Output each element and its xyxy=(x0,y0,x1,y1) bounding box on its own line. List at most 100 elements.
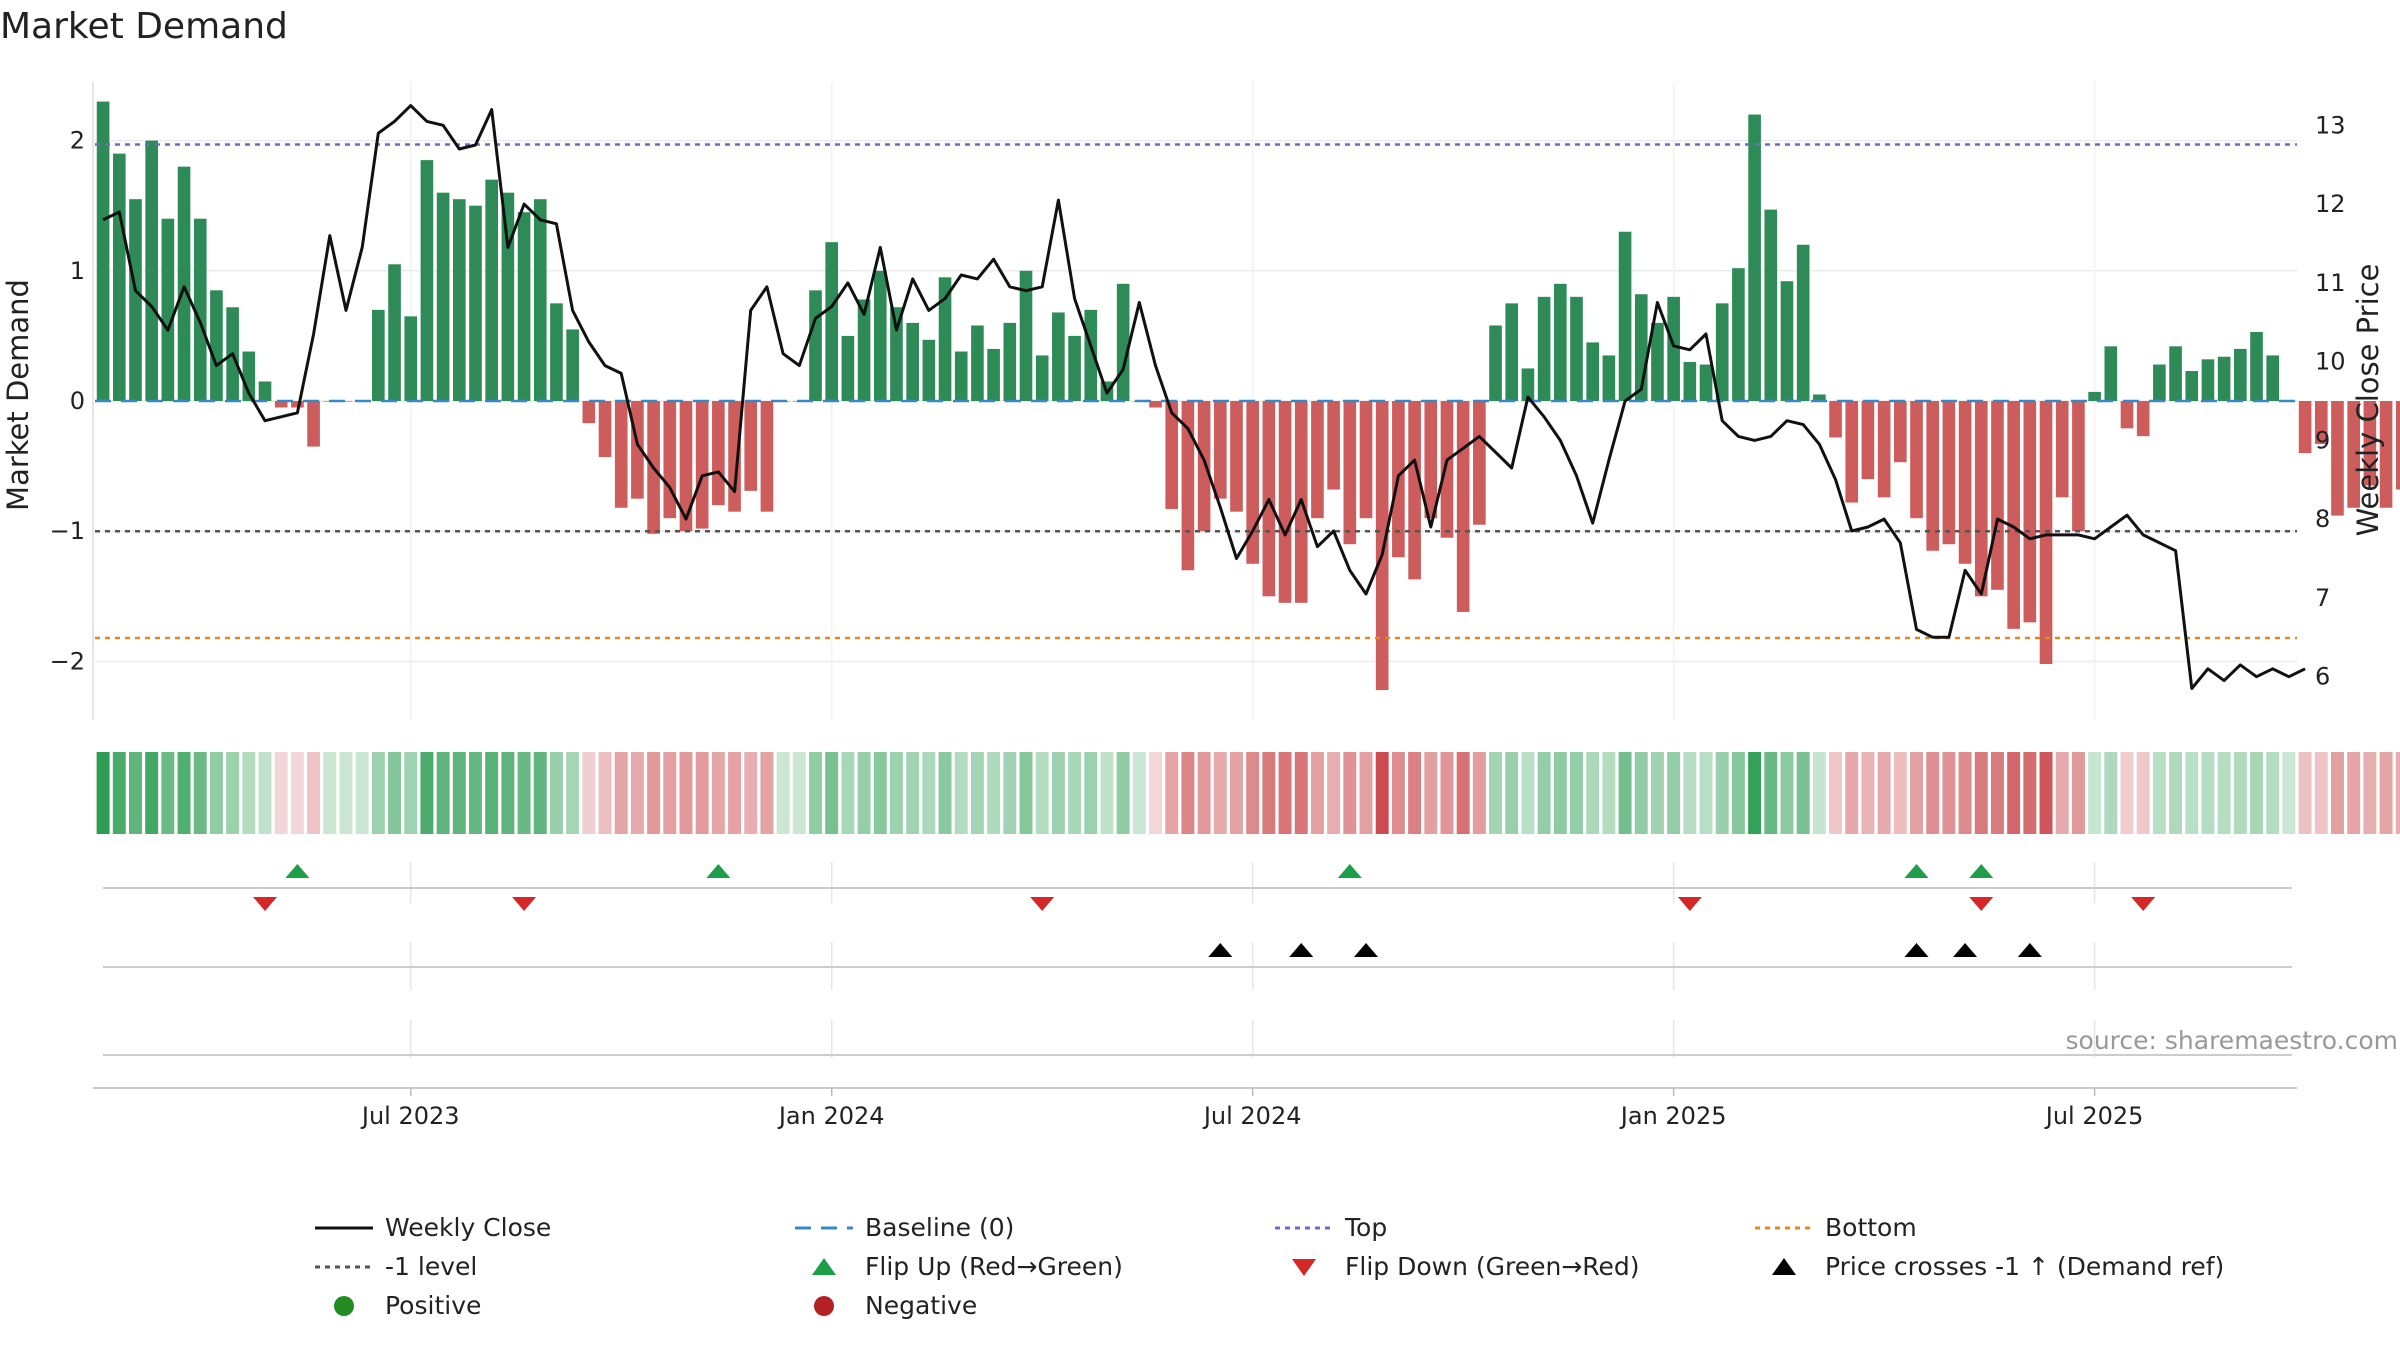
legend-item: Price crosses -1 ↑ (Demand ref) xyxy=(1772,1252,2224,1281)
demand-bar xyxy=(1359,401,1373,519)
heat-cell xyxy=(1278,752,1292,834)
heat-cell xyxy=(1764,752,1778,834)
heat-cell xyxy=(1472,752,1486,834)
demand-bar xyxy=(1602,355,1616,401)
demand-bar xyxy=(1570,296,1583,401)
heat-cell xyxy=(582,752,596,834)
flip-down-marker xyxy=(1677,897,1702,911)
demand-bar xyxy=(1327,401,1340,490)
x-axis-ticks: Jul 2023 Jan 2024 Jul 2024 Jan 2025 Jul 2025 xyxy=(360,1088,2143,1130)
demand-bar xyxy=(1149,401,1162,408)
legend-label: Bottom xyxy=(1825,1213,1917,1242)
y-tick-label: 0 xyxy=(70,387,85,415)
demand-bar xyxy=(1958,401,1972,564)
heat-cell xyxy=(1829,752,1843,834)
heat-cell xyxy=(1974,752,1988,834)
demand-bar xyxy=(550,303,563,401)
legend-swatch xyxy=(1292,1259,1316,1276)
demand-bar xyxy=(922,339,936,401)
demand-bar xyxy=(388,264,401,401)
demand-bar xyxy=(1440,401,1454,538)
demand-bar xyxy=(1473,401,1486,525)
chart-title: Market Demand xyxy=(0,6,288,47)
demand-bar xyxy=(971,325,984,401)
demand-bar xyxy=(1683,361,1697,401)
y-axis-label: Market Demand xyxy=(1,279,35,511)
heat-cell xyxy=(1731,752,1745,834)
y-tick-label: 2 xyxy=(70,127,85,155)
heat-cell xyxy=(2088,752,2102,834)
heat-cell xyxy=(1213,752,1227,834)
demand-bar xyxy=(1278,401,1292,603)
x-tick-label: Jan 2024 xyxy=(777,1102,885,1130)
heat-cell xyxy=(954,752,968,834)
heat-cell xyxy=(2007,752,2021,834)
heat-cell xyxy=(809,752,822,834)
demand-bar xyxy=(129,199,142,401)
demand-bar xyxy=(2136,401,2150,437)
heat-cell xyxy=(2217,752,2231,834)
heat-cell xyxy=(1958,752,1972,834)
demand-bar xyxy=(566,329,579,401)
demand-bar xyxy=(1796,244,1810,401)
demand-bar xyxy=(728,401,741,512)
demand-bar xyxy=(193,218,207,401)
demand-bar xyxy=(517,212,531,401)
legend-item: Flip Up (Red→Green) xyxy=(812,1252,1123,1281)
heat-cell xyxy=(647,752,661,834)
flip-down-marker xyxy=(512,897,537,911)
demand-bar xyxy=(436,192,450,401)
demand-bar xyxy=(1877,401,1891,498)
heat-cell xyxy=(323,752,337,834)
heat-cell xyxy=(2023,752,2037,834)
heat-cell xyxy=(2298,752,2312,834)
heat-cell xyxy=(695,752,709,834)
demand-bar xyxy=(2039,401,2053,665)
legend-label: Baseline (0) xyxy=(865,1213,1014,1242)
heat-cell xyxy=(1051,752,1065,834)
demand-bar xyxy=(2153,364,2166,401)
demand-bar xyxy=(2088,391,2101,401)
demand-bar xyxy=(1165,401,1179,510)
flip-up-marker xyxy=(1337,864,1362,878)
y-tick-label: 1 xyxy=(70,257,85,285)
heat-cell xyxy=(1084,752,1098,834)
demand-bar xyxy=(533,199,547,401)
legend-item: Baseline (0) xyxy=(795,1213,1014,1242)
flip-down-marker xyxy=(1030,897,1055,911)
demand-bar xyxy=(2363,401,2377,486)
demand-bar xyxy=(1521,368,1535,401)
source-note: source: sharemaestro.com xyxy=(2066,1026,2399,1055)
heat-cell xyxy=(290,752,304,834)
heat-cell xyxy=(274,752,288,834)
demand-bar xyxy=(1715,303,1729,401)
heat-cell xyxy=(1586,752,1600,834)
demand-bar xyxy=(873,270,887,401)
right-axis-ticks: 13 12 11 10 9 8 7 6 xyxy=(2315,111,2346,690)
demand-bar xyxy=(695,401,709,529)
heat-cell xyxy=(1262,752,1276,834)
demand-bar xyxy=(258,381,272,401)
heat-cell xyxy=(825,752,839,834)
heat-cell xyxy=(1699,752,1713,834)
demand-bar xyxy=(2120,401,2134,429)
demand-bar xyxy=(2250,331,2263,401)
heat-cell xyxy=(841,752,855,834)
y2-tick-label: 9 xyxy=(2315,426,2330,454)
heat-cell xyxy=(2314,752,2328,834)
legend-item: Positive xyxy=(334,1291,481,1320)
demand-bar xyxy=(2201,359,2215,401)
x-tick-label: Jul 2023 xyxy=(360,1102,460,1130)
heat-cell xyxy=(2233,752,2247,834)
demand-bar xyxy=(1553,283,1567,401)
heat-cell xyxy=(1796,752,1810,834)
legend-label: Price crosses -1 ↑ (Demand ref) xyxy=(1825,1252,2224,1281)
heat-cell xyxy=(2363,752,2377,834)
demand-bar xyxy=(1699,364,1713,401)
flip-up-marker xyxy=(1904,864,1929,878)
heat-cell xyxy=(420,752,434,834)
heat-cell xyxy=(2282,752,2296,834)
demand-bars xyxy=(96,101,2400,691)
heat-cell xyxy=(2169,752,2183,834)
